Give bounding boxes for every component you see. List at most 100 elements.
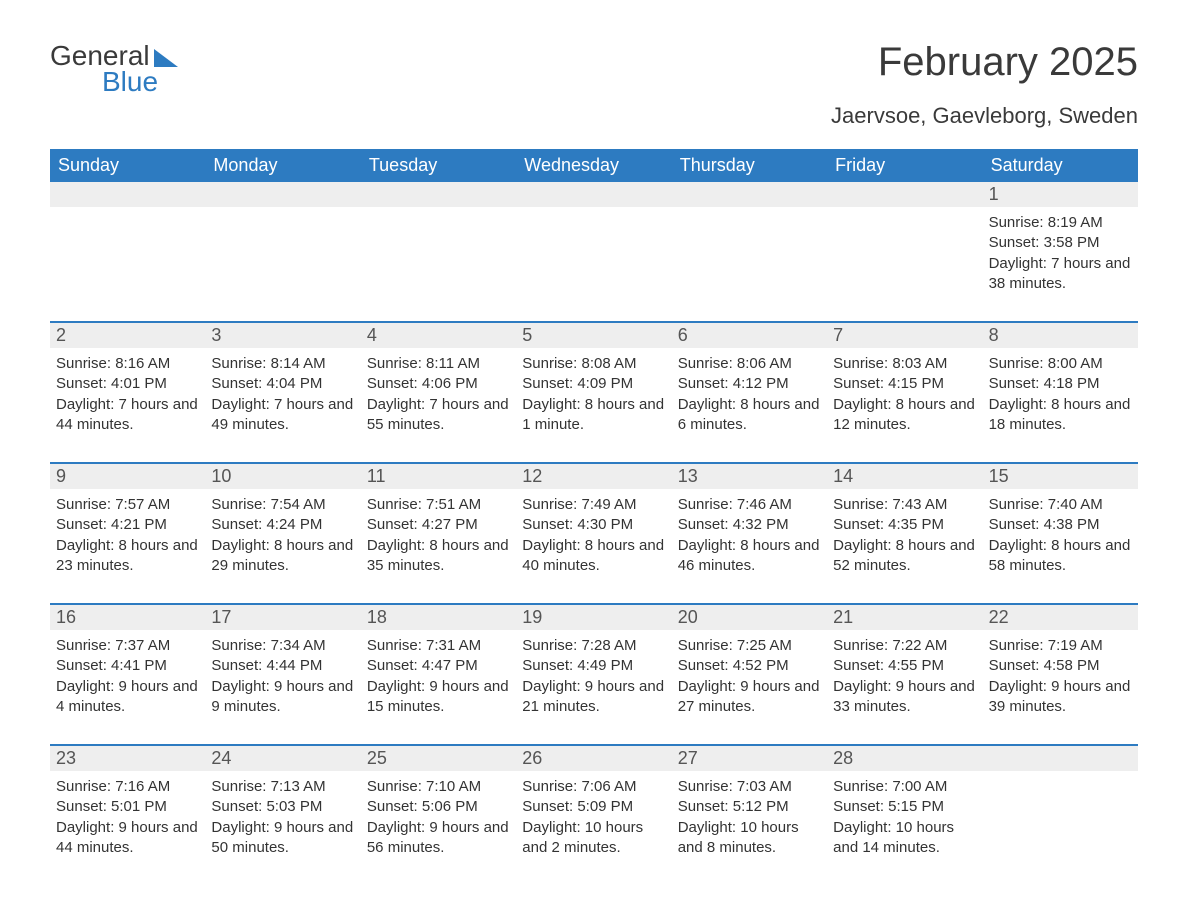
day-number: 25 bbox=[361, 746, 516, 771]
sunset-text: Sunset: 4:24 PM bbox=[211, 515, 354, 535]
daylight-text: Daylight: 8 hours and 35 minutes. bbox=[367, 536, 510, 577]
sunset-text: Sunset: 4:01 PM bbox=[56, 374, 199, 394]
sunrise-text: Sunrise: 8:03 AM bbox=[833, 354, 976, 374]
day-number: 3 bbox=[205, 323, 360, 348]
day-cell: Sunrise: 7:06 AMSunset: 5:09 PMDaylight:… bbox=[516, 771, 671, 871]
sunrise-text: Sunrise: 7:03 AM bbox=[678, 777, 821, 797]
day-cell: Sunrise: 8:08 AMSunset: 4:09 PMDaylight:… bbox=[516, 348, 671, 448]
brand-word2: Blue bbox=[102, 66, 178, 98]
daynum-row: 1 bbox=[50, 182, 1138, 207]
day-cell: Sunrise: 7:49 AMSunset: 4:30 PMDaylight:… bbox=[516, 489, 671, 589]
day-number: 28 bbox=[827, 746, 982, 771]
day-cell: Sunrise: 7:28 AMSunset: 4:49 PMDaylight:… bbox=[516, 630, 671, 730]
daylight-text: Daylight: 8 hours and 29 minutes. bbox=[211, 536, 354, 577]
day-cell bbox=[672, 207, 827, 307]
sunrise-text: Sunrise: 7:16 AM bbox=[56, 777, 199, 797]
sunset-text: Sunset: 4:32 PM bbox=[678, 515, 821, 535]
day-number: 22 bbox=[983, 605, 1138, 630]
daylight-text: Daylight: 9 hours and 50 minutes. bbox=[211, 818, 354, 859]
sunset-text: Sunset: 4:38 PM bbox=[989, 515, 1132, 535]
day-cell bbox=[361, 207, 516, 307]
sunset-text: Sunset: 4:49 PM bbox=[522, 656, 665, 676]
day-cell bbox=[827, 207, 982, 307]
day-cell: Sunrise: 8:16 AMSunset: 4:01 PMDaylight:… bbox=[50, 348, 205, 448]
day-number bbox=[827, 182, 982, 207]
sunset-text: Sunset: 4:47 PM bbox=[367, 656, 510, 676]
month-title: February 2025 bbox=[831, 40, 1138, 85]
day-cell: Sunrise: 7:54 AMSunset: 4:24 PMDaylight:… bbox=[205, 489, 360, 589]
day-number: 27 bbox=[672, 746, 827, 771]
dayname-sun: Sunday bbox=[50, 149, 205, 182]
day-cell: Sunrise: 7:37 AMSunset: 4:41 PMDaylight:… bbox=[50, 630, 205, 730]
sunset-text: Sunset: 4:52 PM bbox=[678, 656, 821, 676]
day-number: 13 bbox=[672, 464, 827, 489]
daylight-text: Daylight: 8 hours and 1 minute. bbox=[522, 395, 665, 436]
sunrise-text: Sunrise: 7:51 AM bbox=[367, 495, 510, 515]
sunrise-text: Sunrise: 8:19 AM bbox=[989, 213, 1132, 233]
calendar-week: 1Sunrise: 8:19 AMSunset: 3:58 PMDaylight… bbox=[50, 182, 1138, 307]
calendar-page: General Blue February 2025 Jaervsoe, Gae… bbox=[0, 0, 1188, 911]
daylight-text: Daylight: 9 hours and 27 minutes. bbox=[678, 677, 821, 718]
dayname-sat: Saturday bbox=[983, 149, 1138, 182]
day-number: 21 bbox=[827, 605, 982, 630]
sunrise-text: Sunrise: 7:13 AM bbox=[211, 777, 354, 797]
sunrise-text: Sunrise: 7:37 AM bbox=[56, 636, 199, 656]
day-cell bbox=[50, 207, 205, 307]
day-cell bbox=[516, 207, 671, 307]
day-cell: Sunrise: 8:06 AMSunset: 4:12 PMDaylight:… bbox=[672, 348, 827, 448]
dayname-wed: Wednesday bbox=[516, 149, 671, 182]
sunset-text: Sunset: 4:21 PM bbox=[56, 515, 199, 535]
calendar-week: 2345678Sunrise: 8:16 AMSunset: 4:01 PMDa… bbox=[50, 321, 1138, 448]
sunset-text: Sunset: 4:55 PM bbox=[833, 656, 976, 676]
dayname-row: Sunday Monday Tuesday Wednesday Thursday… bbox=[50, 149, 1138, 182]
sunrise-text: Sunrise: 7:31 AM bbox=[367, 636, 510, 656]
daylight-text: Daylight: 9 hours and 15 minutes. bbox=[367, 677, 510, 718]
sunrise-text: Sunrise: 7:06 AM bbox=[522, 777, 665, 797]
sunset-text: Sunset: 4:04 PM bbox=[211, 374, 354, 394]
daylight-text: Daylight: 8 hours and 12 minutes. bbox=[833, 395, 976, 436]
dayname-mon: Monday bbox=[205, 149, 360, 182]
day-number bbox=[672, 182, 827, 207]
calendar-week: 16171819202122Sunrise: 7:37 AMSunset: 4:… bbox=[50, 603, 1138, 730]
day-number: 10 bbox=[205, 464, 360, 489]
day-number: 15 bbox=[983, 464, 1138, 489]
daylight-text: Daylight: 7 hours and 38 minutes. bbox=[989, 254, 1132, 295]
sunset-text: Sunset: 4:30 PM bbox=[522, 515, 665, 535]
title-block: February 2025 Jaervsoe, Gaevleborg, Swed… bbox=[831, 40, 1138, 129]
sunrise-text: Sunrise: 7:28 AM bbox=[522, 636, 665, 656]
day-cell: Sunrise: 8:11 AMSunset: 4:06 PMDaylight:… bbox=[361, 348, 516, 448]
sunset-text: Sunset: 4:06 PM bbox=[367, 374, 510, 394]
sunrise-text: Sunrise: 8:11 AM bbox=[367, 354, 510, 374]
daylight-text: Daylight: 8 hours and 40 minutes. bbox=[522, 536, 665, 577]
sunrise-text: Sunrise: 7:25 AM bbox=[678, 636, 821, 656]
day-number: 9 bbox=[50, 464, 205, 489]
location-text: Jaervsoe, Gaevleborg, Sweden bbox=[831, 103, 1138, 129]
day-number: 18 bbox=[361, 605, 516, 630]
day-cell: Sunrise: 7:13 AMSunset: 5:03 PMDaylight:… bbox=[205, 771, 360, 871]
day-cell: Sunrise: 7:46 AMSunset: 4:32 PMDaylight:… bbox=[672, 489, 827, 589]
sunrise-text: Sunrise: 7:43 AM bbox=[833, 495, 976, 515]
day-cell: Sunrise: 8:19 AMSunset: 3:58 PMDaylight:… bbox=[983, 207, 1138, 307]
sunrise-text: Sunrise: 8:16 AM bbox=[56, 354, 199, 374]
daylight-text: Daylight: 9 hours and 21 minutes. bbox=[522, 677, 665, 718]
day-number bbox=[361, 182, 516, 207]
daylight-text: Daylight: 9 hours and 44 minutes. bbox=[56, 818, 199, 859]
day-number: 11 bbox=[361, 464, 516, 489]
day-number: 17 bbox=[205, 605, 360, 630]
daylight-text: Daylight: 9 hours and 56 minutes. bbox=[367, 818, 510, 859]
sunset-text: Sunset: 4:44 PM bbox=[211, 656, 354, 676]
sunrise-text: Sunrise: 8:08 AM bbox=[522, 354, 665, 374]
sunrise-text: Sunrise: 7:57 AM bbox=[56, 495, 199, 515]
sunset-text: Sunset: 5:15 PM bbox=[833, 797, 976, 817]
day-cell: Sunrise: 7:10 AMSunset: 5:06 PMDaylight:… bbox=[361, 771, 516, 871]
day-cell: Sunrise: 7:25 AMSunset: 4:52 PMDaylight:… bbox=[672, 630, 827, 730]
sunrise-text: Sunrise: 7:10 AM bbox=[367, 777, 510, 797]
sunrise-text: Sunrise: 7:34 AM bbox=[211, 636, 354, 656]
day-cell: Sunrise: 7:19 AMSunset: 4:58 PMDaylight:… bbox=[983, 630, 1138, 730]
day-number: 23 bbox=[50, 746, 205, 771]
triangle-icon bbox=[154, 49, 178, 67]
calendar-week: 232425262728Sunrise: 7:16 AMSunset: 5:01… bbox=[50, 744, 1138, 871]
day-number: 26 bbox=[516, 746, 671, 771]
sunrise-text: Sunrise: 7:46 AM bbox=[678, 495, 821, 515]
sunset-text: Sunset: 5:03 PM bbox=[211, 797, 354, 817]
